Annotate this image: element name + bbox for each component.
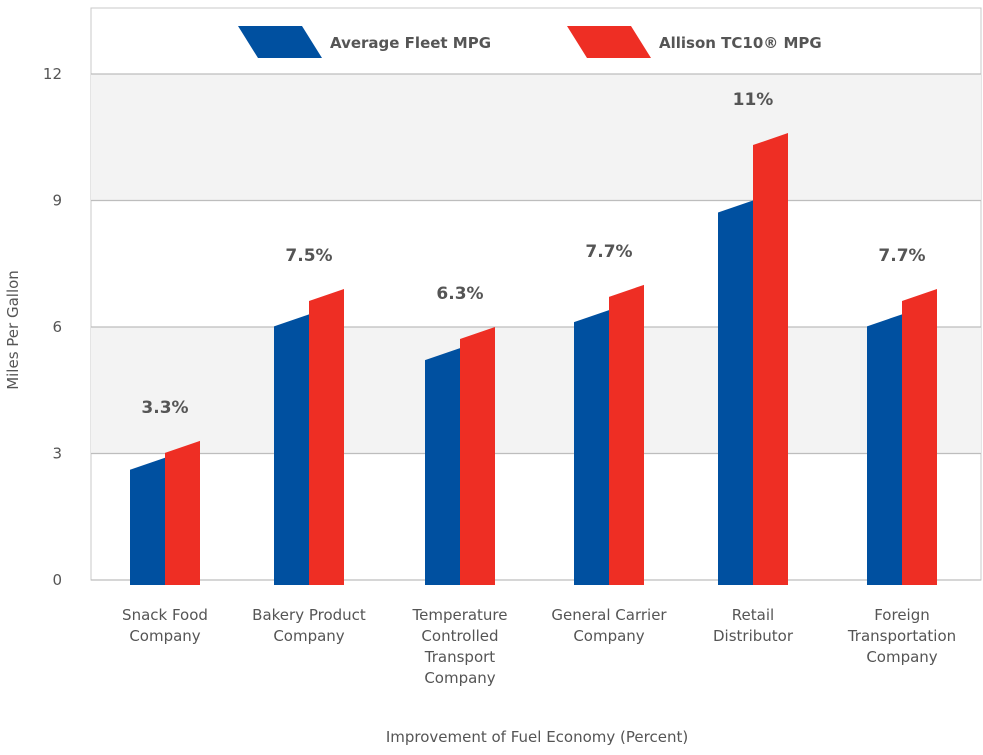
legend-label: Allison TC10® MPG: [659, 34, 822, 52]
data-label: 11%: [733, 90, 774, 110]
data-label: 7.7%: [585, 242, 632, 262]
grid-band: [91, 327, 981, 454]
bar-average-fleet-mpg: [425, 348, 460, 585]
x-tick-label: Retail Distributor: [713, 606, 794, 645]
legend-box: [220, 16, 860, 68]
bar-average-fleet-mpg: [274, 314, 309, 585]
legend-swatch-average-fleet: [238, 26, 322, 58]
y-tick-label: 6: [52, 318, 62, 336]
data-label: 7.7%: [878, 246, 925, 266]
bar-allison-tc10-mpg: [902, 289, 937, 585]
bar-allison-tc10-mpg: [753, 133, 788, 586]
y-axis-title: Miles Per Gallon: [4, 270, 22, 390]
x-axis: Snack Food Company Bakery Product Company Te…: [122, 606, 956, 687]
y-axis: 0 3 6 9 12: [43, 65, 62, 589]
bar-average-fleet-mpg: [718, 200, 753, 585]
plot-background: [90, 7, 982, 581]
bar-allison-tc10-mpg: [165, 440, 200, 585]
grid-lines: [91, 73, 981, 581]
y-tick-label: 9: [52, 192, 62, 210]
data-label: 3.3%: [141, 398, 188, 418]
bar-average-fleet-mpg: [574, 310, 609, 585]
bar-allison-tc10-mpg: [609, 284, 644, 585]
y-tick-label: 3: [52, 445, 62, 463]
data-labels: 3.3% 7.5% 6.3% 7.7% 11% 7.7%: [141, 90, 925, 418]
bar-average-fleet-mpg: [130, 457, 165, 585]
y-tick-label: 12: [43, 65, 62, 83]
data-label: 6.3%: [436, 284, 483, 304]
x-tick-label: Snack Food Company: [122, 606, 208, 645]
bars: [130, 133, 937, 586]
x-tick-label: Foreign Transportation Company: [847, 606, 956, 666]
grid-band: [91, 74, 981, 201]
legend-swatch-allison: [567, 26, 651, 58]
x-tick-label: Bakery Product Company: [252, 606, 366, 645]
bar-allison-tc10-mpg: [460, 327, 495, 585]
x-axis-title: Improvement of Fuel Economy (Percent): [386, 728, 688, 746]
x-tick-label: Temperature Controlled Transport Company: [411, 606, 507, 687]
bar-average-fleet-mpg: [867, 314, 902, 585]
data-label: 7.5%: [285, 246, 332, 266]
bar-allison-tc10-mpg: [309, 289, 344, 585]
x-tick-label: General Carrier Company: [551, 606, 667, 645]
legend-label: Average Fleet MPG: [330, 34, 491, 52]
y-tick-label: 0: [52, 571, 62, 589]
legend: Average Fleet MPG Allison TC10® MPG: [220, 16, 860, 68]
